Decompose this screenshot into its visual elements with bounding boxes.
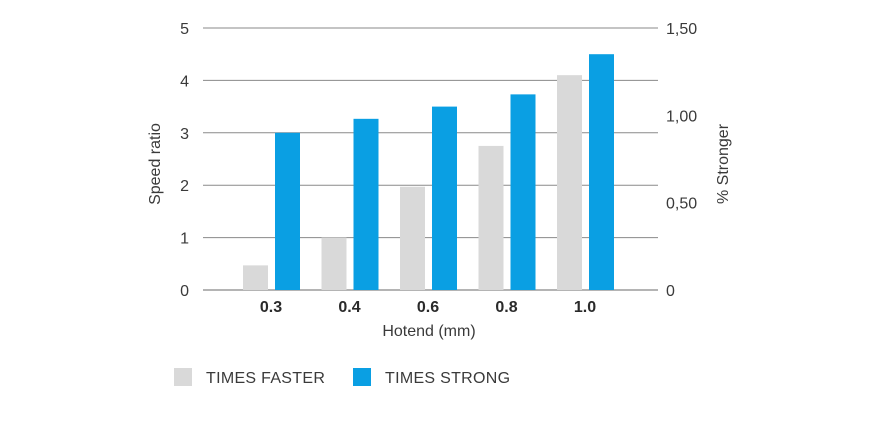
bar-times-faster [478, 145, 504, 290]
bars [243, 54, 614, 291]
x-category-label: 0.3 [260, 299, 282, 316]
x-category-label: 0.8 [495, 299, 517, 316]
bar-times-faster [243, 265, 268, 290]
bar-times-strong [353, 118, 379, 291]
y2-tick-label: 0 [666, 283, 675, 300]
y-tick-label: 5 [180, 21, 189, 38]
legend: TIMES FASTER TIMES STRONG [174, 368, 510, 387]
y-tick-label: 3 [180, 126, 189, 143]
legend-swatch-times-faster [174, 368, 192, 386]
bar-times-faster [321, 237, 347, 290]
bar-times-faster [400, 186, 425, 290]
bar-times-strong [510, 94, 536, 290]
left-axis-ticks: 0 1 2 3 4 5 [180, 21, 189, 300]
legend-label-times-faster: TIMES FASTER [206, 370, 325, 387]
bar-times-strong [432, 106, 457, 290]
category-labels: 0.3 0.4 0.6 0.8 1.0 [260, 299, 596, 316]
y2-tick-label: 0,50 [666, 196, 697, 213]
x-axis-title: Hotend (mm) [382, 323, 475, 340]
y-tick-label: 4 [180, 73, 189, 90]
y-axis-title: Speed ratio [147, 123, 164, 205]
x-category-label: 0.6 [417, 299, 439, 316]
y2-axis-title: % Stronger [715, 123, 732, 204]
bar-times-strong [589, 54, 614, 291]
right-axis-ticks: 0 0,50 1,00 1,50 [666, 21, 697, 300]
y-tick-label: 1 [180, 231, 189, 248]
x-category-label: 1.0 [574, 299, 596, 316]
x-category-label: 0.4 [338, 299, 360, 316]
bar-times-faster [557, 75, 582, 290]
y-tick-label: 0 [180, 283, 189, 300]
y2-tick-label: 1,50 [666, 21, 697, 38]
y-tick-label: 2 [180, 178, 189, 195]
legend-label-times-strong: TIMES STRONG [385, 370, 510, 387]
y2-tick-label: 1,00 [666, 108, 697, 125]
legend-swatch-times-strong [353, 368, 371, 386]
bar-times-strong [275, 132, 300, 290]
